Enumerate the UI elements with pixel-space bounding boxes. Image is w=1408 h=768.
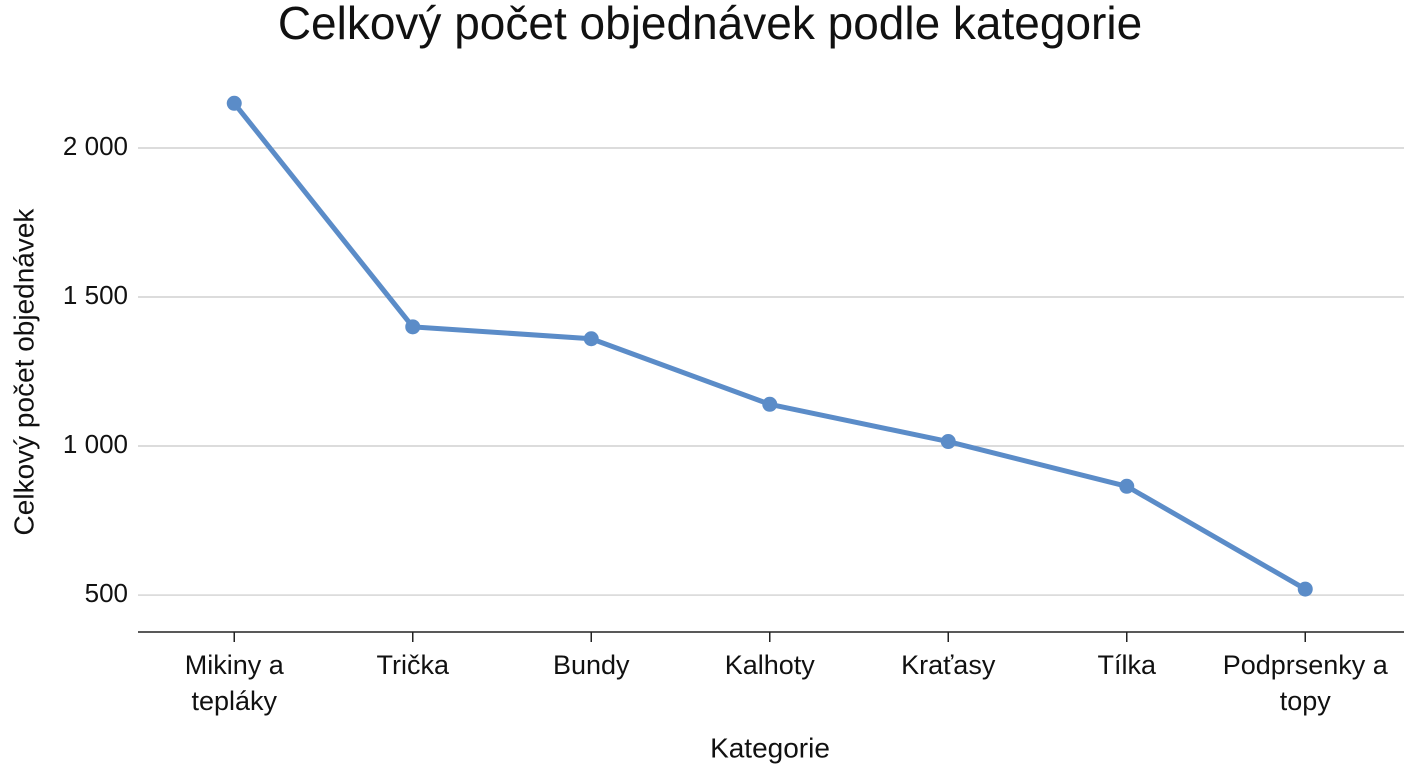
y-tick-label: 2 000 [63, 131, 128, 161]
y-tick-label: 1 000 [63, 429, 128, 459]
data-point [1119, 478, 1135, 494]
x-tick-label: Kalhoty [724, 650, 815, 680]
data-point [1297, 581, 1313, 597]
y-tick-label: 500 [85, 578, 128, 608]
x-tick-label: Tílka [1097, 650, 1156, 680]
x-tick-label: Trička [376, 650, 450, 680]
data-point [583, 331, 599, 347]
line-series [232, 101, 1307, 592]
data-point [940, 434, 956, 450]
x-axis-title: Kategorie [710, 732, 830, 763]
x-tick-label: Podprsenky a topy [1222, 650, 1388, 716]
x-tick-label: Bundy [552, 650, 630, 680]
data-point [226, 95, 242, 111]
x-tick-label: Mikiny a tepláky [184, 650, 284, 716]
y-axis-title: Celkový počet objednávek [8, 208, 39, 536]
chart-title: Celkový počet objednávek podle kategorie [278, 0, 1142, 49]
data-point [762, 396, 778, 412]
data-point [405, 319, 421, 335]
y-tick-label: 1 500 [63, 280, 128, 310]
x-tick-label: Kraťasy [901, 650, 996, 680]
